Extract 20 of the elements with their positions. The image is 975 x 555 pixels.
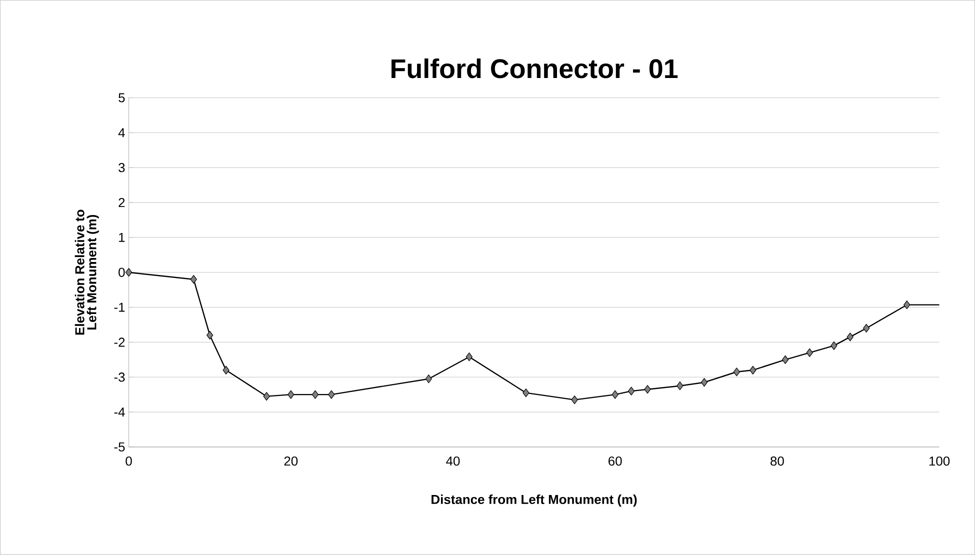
y-tick-label: -5 <box>114 442 125 452</box>
y-tick-label: -2 <box>114 338 125 347</box>
y-tick-label: 5 <box>118 93 125 102</box>
y-tick-label: 3 <box>118 163 125 172</box>
x-tick-label: 40 <box>446 456 460 466</box>
y-tick-label: 1 <box>119 233 125 242</box>
x-tick-label: 100 <box>929 456 950 466</box>
y-tick-label: 0 <box>118 268 125 278</box>
chart-title: Fulford Connector - 01 <box>392 58 678 78</box>
x-axis-title: Distance from Left Monument (m) <box>432 494 637 507</box>
y-tick-label: 2 <box>118 198 125 208</box>
x-tick-label: 0 <box>126 456 132 466</box>
x-tick-label: 80 <box>770 456 784 466</box>
y-tick-label: -4 <box>114 408 125 417</box>
y-tick-label: -1 <box>114 302 125 312</box>
y-axis-title: Elevation Relative to Left Monument (m) <box>74 210 99 335</box>
x-tick-label: 20 <box>284 456 298 466</box>
y-tick-label: 4 <box>118 128 125 138</box>
x-tick-label: 60 <box>608 456 622 466</box>
y-tick-label: -3 <box>114 372 125 382</box>
